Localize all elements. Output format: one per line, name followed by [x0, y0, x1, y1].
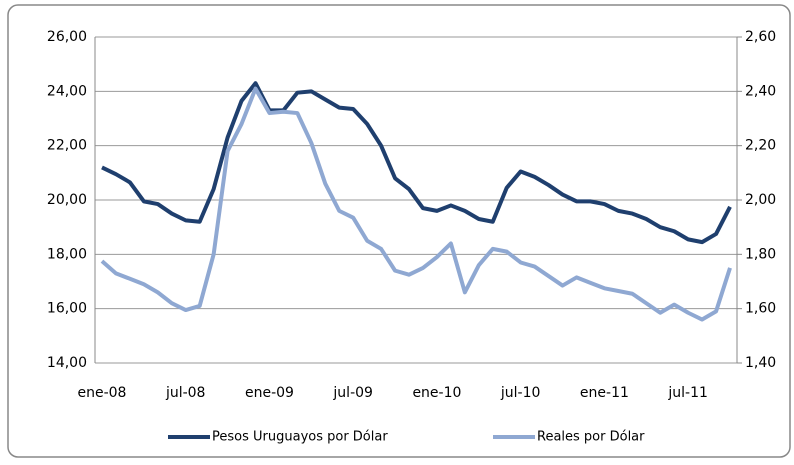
x-tick-label: ene-09 [245, 385, 294, 401]
legend-label: Pesos Uruguayos por Dólar [212, 430, 388, 445]
series-line [101, 81, 732, 245]
y2-tick-label: 1,60 [745, 301, 776, 317]
y2-tick-label: 2,60 [745, 29, 776, 45]
y-tick-label: 24,00 [47, 83, 87, 99]
x-tick-label: jul-09 [332, 385, 373, 401]
y2-tick-label: 1,40 [745, 355, 776, 371]
x-tick-label: ene-10 [412, 385, 461, 401]
y-tick-label: 20,00 [47, 192, 87, 208]
chart-frame [7, 4, 791, 458]
y-tick-label: 26,00 [47, 29, 87, 45]
y2-tick-label: 2,20 [745, 138, 776, 154]
y2-tick-label: 2,00 [745, 192, 776, 208]
y-tick-label: 18,00 [47, 246, 87, 262]
x-tick-label: jul-08 [165, 385, 206, 401]
legend-label: Reales por Dólar [537, 430, 645, 445]
x-tick-label: jul-11 [667, 385, 708, 401]
x-tick-label: jul-10 [500, 385, 541, 401]
y-tick-label: 14,00 [47, 355, 87, 371]
y2-tick-label: 2,40 [745, 83, 776, 99]
x-tick-label: ene-11 [580, 385, 629, 401]
y-tick-label: 22,00 [47, 138, 87, 154]
series-line [100, 86, 732, 322]
y-tick-label: 16,00 [47, 301, 87, 317]
x-tick-label: ene-08 [77, 385, 126, 401]
y2-tick-label: 1,80 [745, 246, 776, 262]
